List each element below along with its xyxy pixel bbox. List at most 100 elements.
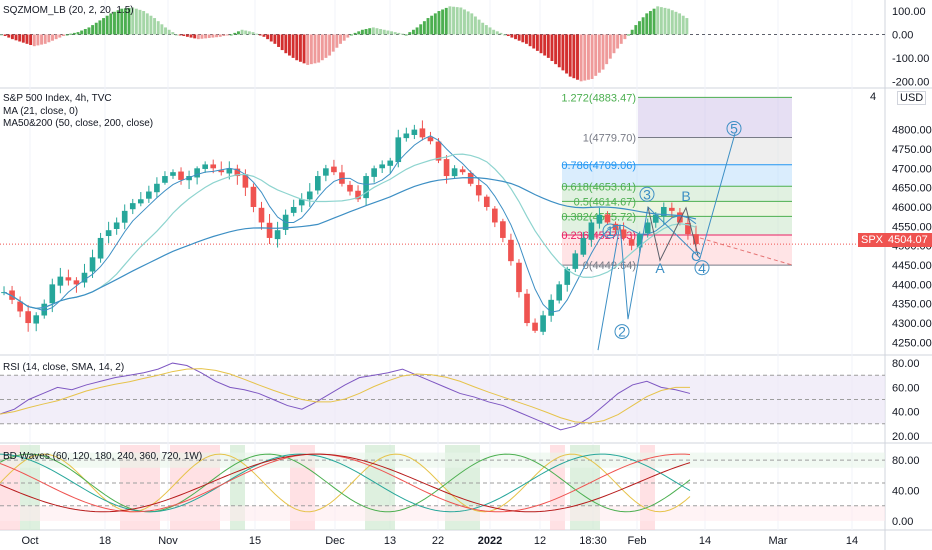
sqz-bar: [532, 34, 536, 49]
sqz-bar: [510, 34, 514, 38]
candle-body: [411, 129, 418, 135]
x-axis-label: 18: [99, 535, 111, 547]
sqz-bar: [648, 11, 652, 35]
rsi-tick-label: 60.00: [892, 382, 920, 394]
waves-line: [0, 453, 691, 513]
sqz-bar: [543, 34, 547, 56]
sqz-bar: [196, 34, 200, 40]
symbol-tag: SPX: [858, 233, 887, 247]
sqz-bar: [430, 15, 434, 35]
candle-body: [298, 199, 305, 206]
sqz-bar: [346, 34, 350, 38]
wave-label-circle: [602, 223, 618, 239]
sqz-bar: [164, 27, 167, 35]
candle-body: [25, 311, 31, 324]
candle-body: [636, 234, 643, 248]
sqz-bar: [459, 7, 463, 35]
candle-body: [685, 222, 691, 235]
sqz-bar: [619, 34, 623, 44]
fib-zone: [562, 164, 792, 187]
sqz-bar: [105, 15, 109, 35]
candle-body: [548, 299, 554, 316]
candle-body: [162, 176, 168, 183]
main-top-tick: 4: [870, 91, 877, 103]
candle-body: [628, 239, 635, 246]
sqz-bar: [495, 31, 499, 35]
candle-body: [306, 191, 313, 200]
sqz-bar: [320, 34, 324, 61]
main-tick-label: 4400.00: [892, 279, 932, 291]
candle-body: [620, 229, 627, 238]
sqz-bar: [14, 34, 18, 41]
sqz-bar: [484, 25, 488, 35]
sqz-bar: [218, 34, 222, 37]
rsi-sma-line: [0, 368, 690, 424]
sqz-bar: [554, 34, 558, 65]
sqz-bar: [375, 28, 379, 35]
candle-body: [226, 168, 233, 174]
ma200-line: [3, 176, 697, 309]
x-axis-label: Mar: [769, 535, 788, 547]
sqz-bar: [72, 32, 76, 35]
sqz-bar: [211, 34, 215, 38]
sqz-bar: [415, 27, 419, 35]
sqz-bar: [342, 34, 346, 41]
x-axis-label: 18:30: [579, 535, 607, 547]
sqz-bar: [605, 34, 609, 65]
sqz-bar: [102, 18, 105, 35]
main-tick-label: 4750.00: [892, 144, 932, 156]
x-axis-label: 12: [534, 535, 546, 547]
sqz-bar: [43, 34, 47, 44]
ma21-line: [3, 135, 697, 313]
candle-body: [363, 176, 369, 199]
sqz-bar: [572, 34, 576, 79]
sqz-bar: [539, 34, 543, 54]
sqz-bar: [193, 34, 197, 39]
sqz-bar: [120, 8, 124, 35]
sqz-bar: [678, 13, 682, 35]
sqz-bar: [76, 32, 80, 35]
sqz-bar: [51, 34, 54, 41]
candle-body: [443, 159, 450, 177]
waves-lower-zone: [0, 505, 885, 521]
candle-body: [258, 207, 265, 223]
candle-body: [516, 262, 522, 293]
sqz-bar: [29, 34, 33, 45]
sqz-bar: [18, 34, 22, 42]
sqz-bar: [499, 32, 503, 35]
candle-body: [274, 230, 281, 240]
sqzmom-title: SQZMOM_LB (20, 2, 20, 1.5): [3, 5, 134, 16]
candle-body: [250, 186, 257, 207]
sqz-bar: [284, 34, 288, 54]
fib-level-label: 0.618(4653.61): [561, 181, 636, 193]
candle-body: [556, 284, 563, 301]
sqz-bar: [681, 15, 685, 35]
candle-body: [178, 171, 184, 180]
sqz-bar: [255, 33, 259, 35]
candle-body: [49, 284, 56, 304]
sqz-bar: [466, 11, 470, 35]
candle-body: [17, 301, 23, 312]
candle-body: [427, 137, 434, 142]
sqz-bar: [419, 24, 423, 35]
sqz-bar: [302, 34, 306, 64]
fib-level-label: 1.272(4883.47): [561, 92, 636, 104]
sqz-bar: [503, 34, 507, 36]
sqz-tick-label: 0.00: [892, 29, 913, 41]
sqz-bar: [368, 28, 372, 35]
sqz-bar: [138, 9, 142, 35]
sqz-bar: [167, 29, 171, 35]
candle-body: [693, 234, 699, 245]
rsi-title: RSI (14, close, SMA, 14, 2): [3, 362, 125, 373]
waves-tick-label: 80.00: [892, 455, 920, 467]
sqz-bar: [171, 32, 175, 35]
sqz-bar: [612, 34, 616, 54]
sqz-bar: [178, 34, 182, 36]
sqz-bar: [535, 34, 539, 51]
sqz-bar: [204, 34, 208, 39]
fib-level-label: 0(4449.64): [583, 260, 636, 272]
sqz-tick-label: -200.00: [892, 76, 929, 88]
fib-zone: [638, 137, 792, 165]
currency-label[interactable]: USD: [897, 91, 927, 105]
